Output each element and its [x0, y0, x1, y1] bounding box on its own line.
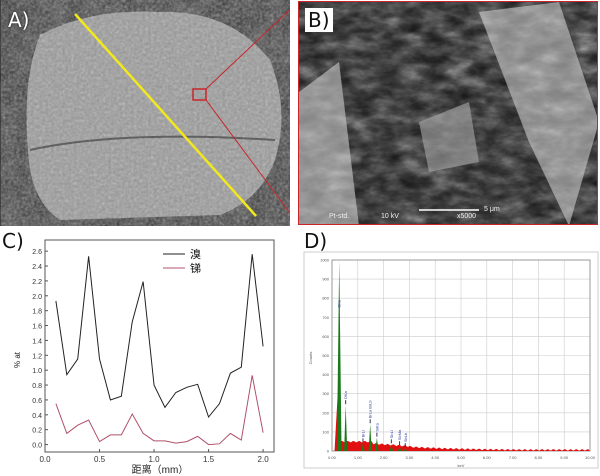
x-axis-label: 距离（mm）: [132, 463, 189, 476]
x-tick-label: 6.00: [483, 455, 492, 460]
peak-label: BrLa BrLb: [368, 399, 373, 418]
y-tick-label: 0.4: [32, 413, 42, 420]
x-tick-label: 0.00: [328, 455, 337, 460]
legend-label: 锑: [190, 262, 201, 275]
x-tick-label: 7.00: [509, 455, 518, 460]
y-tick-label: 0.6: [32, 398, 42, 405]
x-tick-label: 1.00: [354, 455, 363, 460]
y-tick-label: 2.2: [32, 279, 42, 286]
y-tick-label: 0.8: [32, 383, 42, 390]
voltage-label: 10 kV: [381, 213, 399, 220]
y-tick-label: 900: [322, 277, 329, 282]
y-tick-label: 0.0: [32, 443, 42, 450]
x-tick-label: 4.00: [431, 455, 440, 460]
peak-label: SbLb: [403, 432, 408, 442]
x-tick-label: 2.0: [258, 455, 270, 464]
peak-label: SiKa: [374, 422, 379, 431]
eds-peak: [344, 405, 348, 451]
eds-spectrum-chart: 0.00 1.00 2.00 3.00 4.00 5.00 6.00 7.00 8.00 9.00…: [303, 251, 599, 469]
plot-frame: [44, 239, 275, 453]
y-tick-label: 0: [327, 449, 330, 454]
panel-b-sem-zoom: B) Pt-std. 10 kV x5000 5 μm: [298, 1, 598, 225]
detector-label: Pt-std.: [329, 213, 350, 220]
x-tick-label: 3.00: [406, 455, 415, 460]
panel-label-a: A): [8, 8, 30, 32]
zoom-region-box: [192, 88, 207, 101]
y-tick-label: 2.6: [32, 249, 42, 256]
y-tick-label: 0.2: [32, 428, 42, 435]
legend-label: 溴: [190, 247, 201, 261]
y-tick-label: 600: [322, 334, 329, 339]
magnification-label: x5000: [457, 213, 477, 220]
peak-label: SbLl: [389, 430, 394, 438]
y-tick-label: 400: [322, 372, 329, 377]
y-tick-label: 1.0: [32, 368, 42, 375]
x-tick-label: 1.0: [148, 455, 160, 464]
y-tick-label: 1.4: [32, 338, 42, 345]
y-tick-label: 800: [322, 296, 329, 301]
y-tick-label: 1.2: [32, 353, 42, 360]
series-line-br: [55, 254, 264, 419]
y-axis-label: % at: [13, 351, 22, 368]
eds-peak: [398, 446, 402, 451]
peak-label: SbMa: [397, 429, 402, 440]
x-tick-label: 1.5: [203, 455, 215, 464]
y-tick-label: 2.4: [32, 264, 42, 271]
sem-image-particle: [0, 0, 299, 226]
panel-label-d: D): [304, 229, 328, 253]
x-tick-label: 0.5: [94, 455, 106, 464]
x-tick-label: 8.00: [535, 455, 544, 460]
x-tick-label: 0.0: [39, 455, 51, 464]
y-tick-label: 100: [322, 429, 329, 434]
eds-peak: [368, 424, 372, 451]
x-tick-label: 5.00: [457, 455, 466, 460]
y-tick-label: 300: [322, 391, 329, 396]
y-tick-label: 500: [322, 353, 329, 358]
eds-peak: [389, 444, 393, 451]
y-tick-label: 700: [322, 315, 329, 320]
y-tick-label: 1.8: [32, 309, 42, 316]
y-axis-label: Counts: [308, 352, 313, 365]
eds-peak: [403, 448, 407, 451]
y-tick-label: 2.0: [32, 294, 42, 301]
x-tick-label: 10.00: [585, 455, 596, 460]
peak-label: BrLl: [360, 430, 365, 437]
panel-a-sem-overview: A): [0, 0, 299, 226]
panel-label-b: B): [305, 8, 333, 32]
eds-peak: [336, 260, 342, 451]
peak-label: CKa: [337, 299, 342, 308]
eds-scan-line: [74, 13, 257, 217]
chart-panel-frame: [303, 251, 599, 469]
scale-bar-label: 5 μm: [484, 206, 500, 213]
line-chart-br-sb: 0.0 0.5 1.0 1.5 2.0 0.0 0.2 0.4 0.6 0.8 1.0 1.2 1.4 1…: [13, 239, 275, 476]
x-tick-label: 9.00: [560, 455, 569, 460]
x-tick-label: 2.00: [380, 455, 389, 460]
y-tick-label: 1000: [320, 258, 330, 263]
eds-peak: [361, 443, 365, 451]
x-axis-label: keV: [458, 463, 465, 468]
peak-label: OKa: [343, 390, 348, 399]
panel-label-c: C): [2, 229, 24, 253]
series-line-sb: [55, 375, 264, 446]
eds-peak: [375, 437, 379, 451]
y-tick-label: 200: [322, 410, 329, 415]
sem-image-detail: [299, 2, 597, 224]
eds-background-continuum: [334, 382, 590, 451]
y-tick-label: 1.6: [32, 324, 42, 331]
